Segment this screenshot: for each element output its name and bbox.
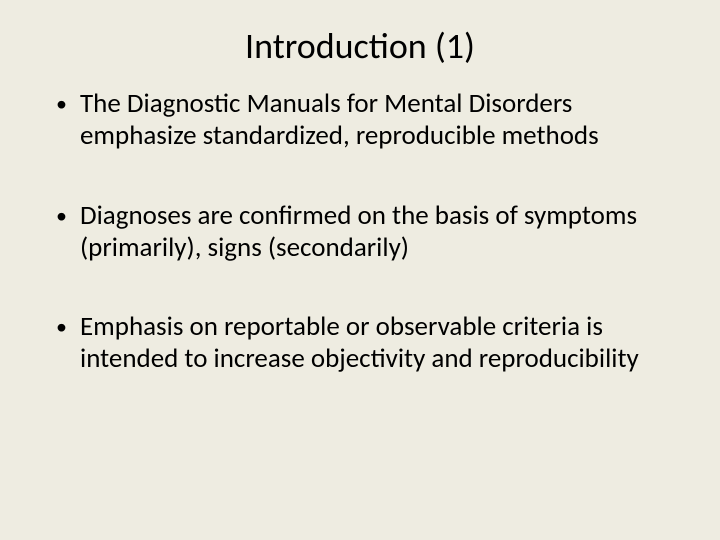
slide: Introduction (1) • The Diagnostic Manual… bbox=[0, 0, 720, 540]
bullet-text: Emphasis on reportable or observable cri… bbox=[80, 311, 680, 375]
slide-body: • The Diagnostic Manuals for Mental Diso… bbox=[0, 88, 720, 375]
bullet-icon: • bbox=[56, 311, 80, 343]
list-item: • The Diagnostic Manuals for Mental Diso… bbox=[56, 88, 680, 152]
list-item: • Emphasis on reportable or observable c… bbox=[56, 311, 680, 375]
slide-title: Introduction (1) bbox=[0, 0, 720, 88]
bullet-icon: • bbox=[56, 88, 80, 120]
bullet-text: Diagnoses are confirmed on the basis of … bbox=[80, 200, 680, 264]
bullet-text: The Diagnostic Manuals for Mental Disord… bbox=[80, 88, 680, 152]
bullet-icon: • bbox=[56, 200, 80, 232]
list-item: • Diagnoses are confirmed on the basis o… bbox=[56, 200, 680, 264]
